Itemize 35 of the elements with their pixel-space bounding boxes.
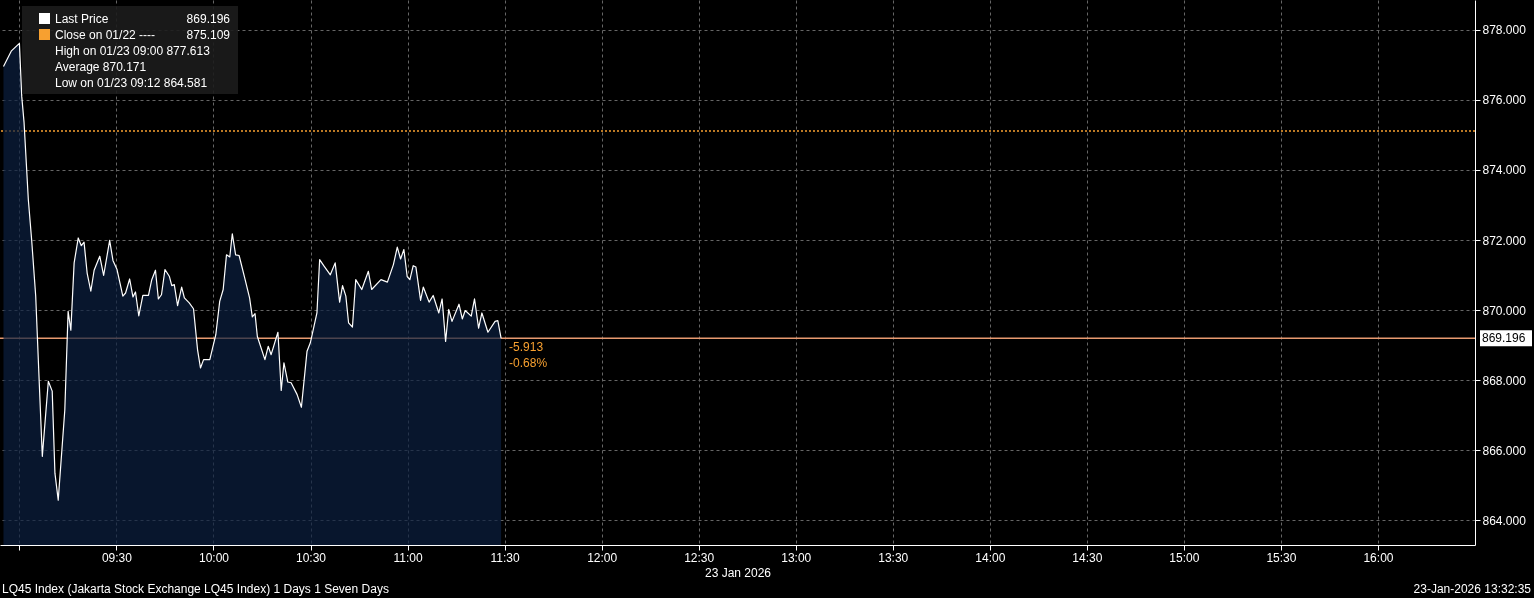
x-tick-label: 16:00 <box>1363 550 1394 565</box>
y-tick-label: 874.000 <box>1482 163 1527 178</box>
annotation: Average 870.171 <box>55 60 147 74</box>
y-tick-label: 864.000 <box>1482 513 1527 528</box>
x-tick-label: 11:30 <box>490 550 520 565</box>
y-tick-label: 878.000 <box>1482 23 1527 38</box>
x-tick-label: 09:30 <box>101 550 133 565</box>
x-tick-label: 11:00 <box>393 550 423 565</box>
y-tick-label: 866.000 <box>1482 443 1527 458</box>
legend-label: Last Price <box>55 12 109 26</box>
x-tick-label: 12:00 <box>587 550 618 565</box>
annotation: 869.196 <box>186 12 231 26</box>
y-tick-label: 876.000 <box>1482 93 1527 108</box>
x-axis-title: 23 Jan 2026 <box>704 565 772 580</box>
x-tick-label: 10:00 <box>198 550 230 565</box>
annotation: 875.109 <box>186 28 231 42</box>
x-tick-label: 14:30 <box>1072 550 1103 565</box>
text: 23-Jan-2026 13:32:35 <box>1413 582 1532 596</box>
y-tick-label: 872.000 <box>1482 233 1527 248</box>
x-tick-label: 15:00 <box>1169 550 1200 565</box>
annotation: Low on 01/23 09:12 864.581 <box>55 76 208 90</box>
x-tick-label: 13:30 <box>878 550 909 565</box>
annotation: -0.68% <box>509 356 548 371</box>
x-tick-label: 14:00 <box>975 550 1006 565</box>
x-tick-label: 10:30 <box>296 550 327 565</box>
x-tick-label: 15:30 <box>1266 550 1297 565</box>
annotation: -5.913 <box>509 340 544 355</box>
legend-label: Close on 01/22 ---- <box>55 28 156 42</box>
annotation: High on 01/23 09:00 877.613 <box>55 44 211 58</box>
x-tick-label: 13:00 <box>781 550 812 565</box>
ref-line-label: 869.196 <box>1482 331 1526 346</box>
y-tick-label: 868.000 <box>1482 373 1527 388</box>
x-tick-label: 12:30 <box>684 550 715 565</box>
y-tick-label: 870.000 <box>1482 303 1527 318</box>
text: LQ45 Index (Jakarta Stock Exchange LQ45 Index) 1 Days 1 Seven Days <box>2 582 389 596</box>
